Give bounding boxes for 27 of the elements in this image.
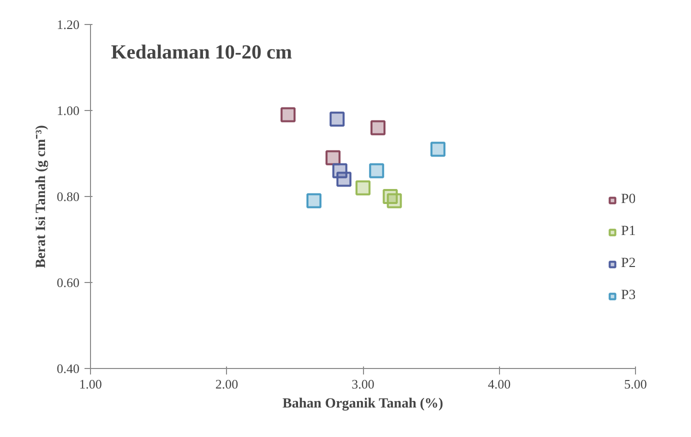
point — [370, 120, 386, 136]
point — [306, 193, 322, 208]
y-tick-label: 0.60 — [56, 275, 80, 290]
y-tick-label: 1.20 — [56, 17, 80, 32]
x-tick-label: 3.00 — [352, 376, 374, 392]
x-tick-label: 1.00 — [79, 376, 102, 392]
point — [369, 163, 384, 178]
legend-label: P0 — [621, 192, 636, 208]
point — [326, 150, 341, 166]
point — [330, 112, 345, 127]
point — [386, 193, 402, 208]
legend-label: P3 — [621, 288, 636, 304]
y-tick-label: 0.80 — [56, 189, 80, 204]
point — [430, 142, 446, 157]
y-tick-label: 1.00 — [56, 103, 80, 118]
point — [280, 107, 296, 122]
legend-label: P2 — [621, 256, 636, 272]
y-tick-label: 0.40 — [56, 361, 80, 376]
y-axis-title: Berat Isi Tanah (g cm⁻³) — [34, 124, 49, 268]
point — [336, 172, 352, 187]
x-axis-title: Bahan Organik Tanah (%) — [282, 396, 444, 412]
x-tick-label: 4.00 — [488, 376, 511, 392]
x-tick-label: 5.00 — [624, 376, 647, 392]
text: Kedalaman 10-20 cm — [110, 42, 292, 64]
legend-label: P1 — [621, 224, 636, 240]
point — [356, 180, 370, 196]
x-tick-label: 2.00 — [215, 376, 238, 392]
